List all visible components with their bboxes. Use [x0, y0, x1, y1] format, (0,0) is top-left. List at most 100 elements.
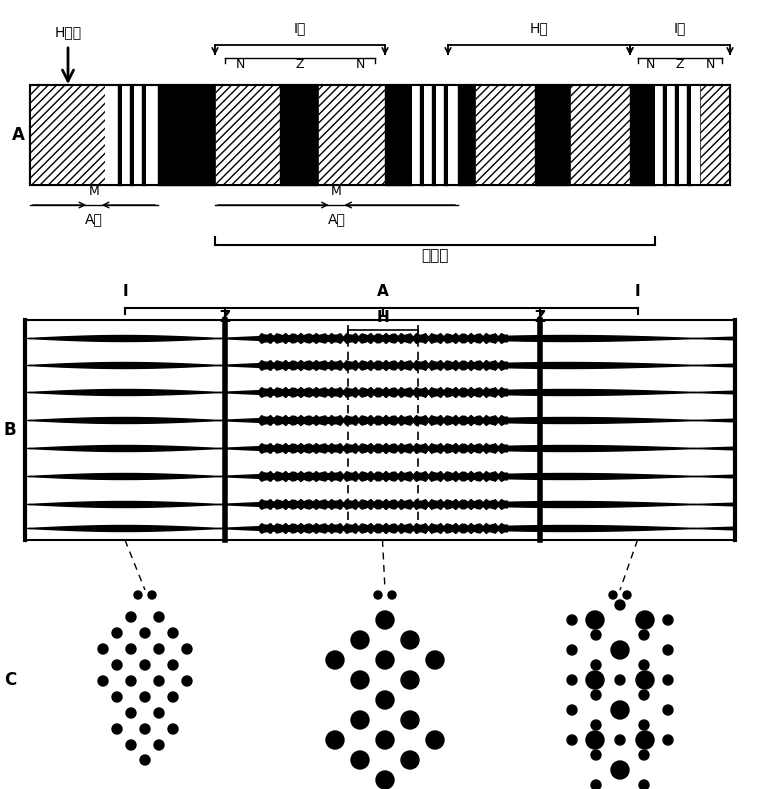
- Circle shape: [154, 676, 164, 686]
- Circle shape: [615, 600, 625, 610]
- Bar: [687, 85, 691, 185]
- Circle shape: [376, 771, 394, 789]
- Circle shape: [351, 751, 369, 769]
- Circle shape: [388, 591, 396, 599]
- Circle shape: [148, 591, 156, 599]
- Circle shape: [126, 644, 136, 654]
- Circle shape: [154, 708, 164, 718]
- Circle shape: [98, 676, 108, 686]
- Bar: [436, 85, 444, 185]
- Bar: [655, 85, 663, 185]
- Circle shape: [591, 660, 601, 670]
- Circle shape: [134, 591, 142, 599]
- Circle shape: [140, 755, 150, 765]
- Bar: [105, 85, 118, 185]
- Bar: [675, 85, 679, 185]
- Circle shape: [636, 731, 654, 749]
- Circle shape: [567, 645, 577, 655]
- Circle shape: [126, 708, 136, 718]
- Circle shape: [636, 671, 654, 689]
- Circle shape: [154, 612, 164, 622]
- Text: A: A: [376, 284, 389, 299]
- Bar: [475, 85, 535, 185]
- Circle shape: [663, 705, 673, 715]
- Text: Z: Z: [296, 58, 304, 71]
- Bar: [432, 85, 436, 185]
- Circle shape: [615, 765, 625, 775]
- Circle shape: [591, 720, 601, 730]
- Bar: [30, 85, 730, 185]
- Circle shape: [426, 651, 444, 669]
- Circle shape: [168, 628, 178, 638]
- Bar: [700, 85, 730, 185]
- Bar: [122, 85, 130, 185]
- Circle shape: [376, 691, 394, 709]
- Circle shape: [112, 724, 122, 734]
- Text: N: N: [645, 58, 655, 71]
- Bar: [458, 85, 475, 185]
- Circle shape: [663, 615, 673, 625]
- Circle shape: [140, 628, 150, 638]
- Circle shape: [615, 735, 625, 745]
- Circle shape: [140, 724, 150, 734]
- Bar: [412, 85, 420, 185]
- Circle shape: [586, 731, 604, 749]
- Bar: [318, 85, 385, 185]
- Circle shape: [401, 631, 419, 649]
- Circle shape: [567, 705, 577, 715]
- Circle shape: [591, 690, 601, 700]
- Bar: [158, 85, 215, 185]
- Bar: [142, 85, 146, 185]
- Circle shape: [663, 735, 673, 745]
- Circle shape: [376, 651, 394, 669]
- Bar: [118, 85, 122, 185]
- Bar: [30, 85, 105, 185]
- Bar: [448, 85, 458, 185]
- Circle shape: [154, 644, 164, 654]
- Circle shape: [615, 645, 625, 655]
- Bar: [424, 85, 432, 185]
- Circle shape: [567, 735, 577, 745]
- Bar: [691, 85, 700, 185]
- Circle shape: [639, 690, 649, 700]
- Circle shape: [639, 720, 649, 730]
- Text: I带: I带: [294, 21, 306, 35]
- Bar: [25, 320, 735, 540]
- Circle shape: [586, 671, 604, 689]
- Circle shape: [140, 660, 150, 670]
- Circle shape: [636, 611, 654, 629]
- Circle shape: [611, 761, 629, 779]
- Circle shape: [639, 630, 649, 640]
- Bar: [385, 85, 412, 185]
- Circle shape: [168, 724, 178, 734]
- Circle shape: [376, 611, 394, 629]
- Bar: [663, 85, 667, 185]
- Circle shape: [112, 628, 122, 638]
- Circle shape: [351, 711, 369, 729]
- Text: Z: Z: [534, 310, 546, 325]
- Text: A: A: [11, 126, 24, 144]
- Circle shape: [112, 692, 122, 702]
- Circle shape: [609, 591, 617, 599]
- Bar: [667, 85, 675, 185]
- Text: M: M: [331, 185, 342, 198]
- Circle shape: [639, 750, 649, 760]
- Circle shape: [623, 591, 631, 599]
- Text: Z: Z: [219, 310, 231, 325]
- Circle shape: [567, 675, 577, 685]
- Text: H: H: [376, 310, 389, 325]
- Text: M: M: [89, 185, 99, 198]
- Bar: [30, 85, 730, 185]
- Circle shape: [615, 705, 625, 715]
- Text: N: N: [705, 58, 715, 71]
- Circle shape: [140, 692, 150, 702]
- Text: H亚带: H亚带: [55, 25, 81, 39]
- Circle shape: [326, 731, 344, 749]
- Circle shape: [586, 611, 604, 629]
- Circle shape: [591, 630, 601, 640]
- Text: C: C: [4, 671, 16, 689]
- Circle shape: [663, 645, 673, 655]
- Bar: [444, 85, 448, 185]
- Bar: [134, 85, 142, 185]
- Circle shape: [126, 612, 136, 622]
